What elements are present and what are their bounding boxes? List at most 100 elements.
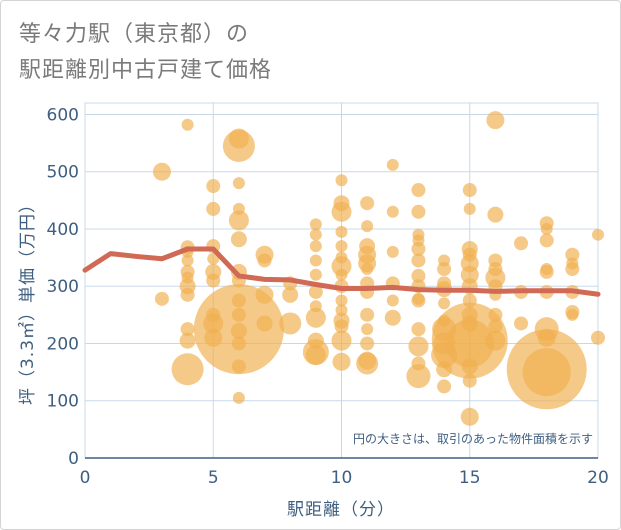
data-bubble [462,293,477,308]
data-bubble [181,271,194,284]
y-axis-label: 坪（3.3㎡）単価（万円） [18,195,38,405]
data-bubble [386,294,399,307]
data-bubble [309,228,322,241]
data-bubble [255,285,274,304]
data-bubble [360,336,375,351]
data-bubble [335,225,348,238]
data-bubble [204,328,223,347]
data-bubble [360,196,375,211]
data-bubble [230,322,247,339]
data-bubble [305,344,326,365]
data-bubble [412,234,425,247]
data-bubble [171,353,204,386]
data-bubble [331,330,352,351]
data-bubble [411,322,426,337]
data-bubble [445,319,494,368]
x-tick-label: 10 [331,468,353,488]
y-tick-label: 300 [47,277,79,297]
data-bubble [335,251,348,264]
data-bubble [154,291,169,306]
data-bubble [411,204,426,219]
data-bubble [335,174,348,187]
data-bubble [437,379,452,394]
data-bubble [386,158,399,171]
y-tick-label: 500 [47,163,79,183]
bubble-series [152,111,605,426]
data-bubble [361,263,374,276]
data-bubble [206,201,221,216]
data-bubble [460,407,479,426]
chart-title-line-2: 駅距離別中古戸建て価格 [19,58,272,83]
data-bubble [565,247,580,262]
data-bubble [231,293,246,308]
data-bubble [462,247,477,262]
data-bubble [333,195,350,212]
data-bubble [433,332,456,355]
data-bubble [282,286,299,303]
data-bubble [406,364,431,389]
data-bubble [539,233,554,248]
data-bubble [232,391,245,404]
data-bubble [486,111,505,130]
data-bubble [485,330,506,351]
data-bubble [308,284,323,299]
data-bubble [488,307,503,322]
y-tick-label: 200 [47,334,79,354]
data-bubble [438,297,451,310]
data-bubble [231,359,246,374]
data-bubble [488,319,503,334]
data-bubble [331,256,352,277]
data-bubble [566,308,579,321]
data-bubble [360,307,375,322]
data-bubble [462,373,477,388]
data-bubble [386,245,399,258]
x-tick-label: 15 [459,468,481,488]
data-bubble [231,307,246,322]
data-bubble [307,332,324,349]
x-tick-label: 20 [587,468,609,488]
data-bubble [537,328,556,347]
data-bubble [412,292,425,305]
y-tick-label: 600 [47,105,79,125]
x-tick-label: 5 [208,468,219,488]
data-bubble [460,265,479,284]
data-bubble [591,330,605,345]
data-bubble [461,315,478,332]
data-bubble [257,253,272,268]
data-bubble [461,358,478,375]
average-price-line [82,246,601,297]
data-bubble [309,218,322,231]
chart-title-line-1: 等々力駅（東京都）の [19,22,249,47]
data-bubble [181,254,194,267]
data-bubble [487,206,504,223]
data-bubble [309,268,322,281]
data-bubble [309,240,322,253]
data-bubble [514,236,529,251]
x-tick-label: 0 [80,468,91,488]
data-bubble [334,319,349,334]
data-bubble [335,294,348,307]
data-bubble [522,348,571,397]
data-bubble [514,316,529,331]
data-bubble [437,262,452,277]
data-bubble [566,257,579,270]
data-bubble [206,307,221,322]
data-bubble [232,177,245,190]
data-bubble [463,202,476,215]
data-bubble [332,352,351,371]
data-bubble [228,128,249,149]
data-bubble [180,287,195,302]
y-tick-label: 0 [68,449,79,469]
data-bubble [361,323,374,336]
data-bubble [540,263,553,276]
trend-line-series [82,246,601,297]
data-bubble [231,336,246,351]
data-bubble [386,205,399,218]
data-bubble [361,220,374,233]
data-bubble [408,336,429,357]
data-bubble [411,242,426,257]
data-bubble [309,300,322,313]
data-bubble [309,254,322,267]
